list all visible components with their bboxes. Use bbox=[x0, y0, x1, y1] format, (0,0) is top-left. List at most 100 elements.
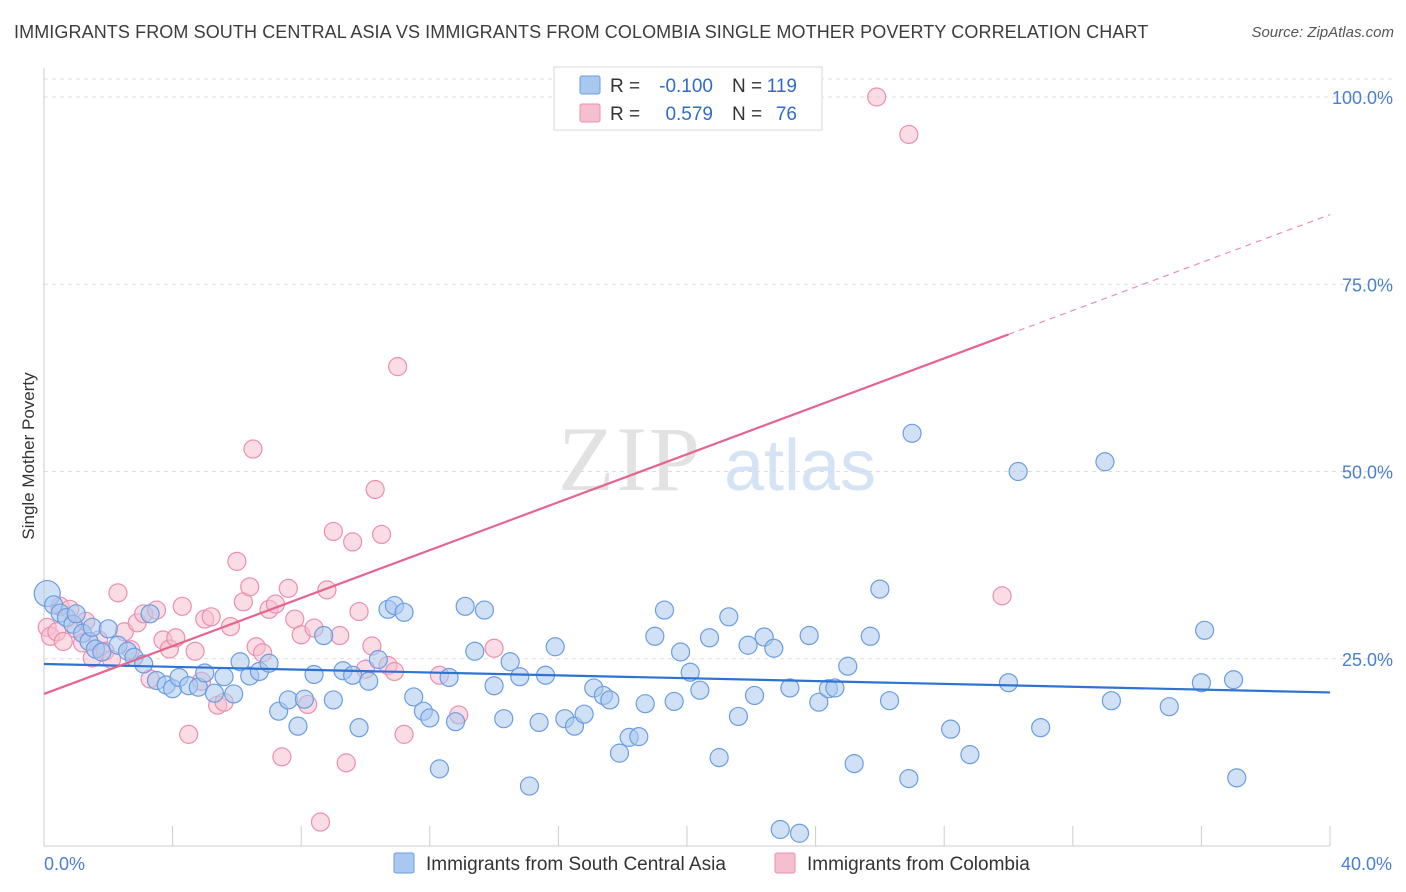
south-central-asia-point-41 bbox=[359, 671, 379, 691]
south-central-asia-point-110 bbox=[1195, 620, 1215, 640]
legend-n-label-2: N = bbox=[732, 104, 762, 125]
south-central-asia-point-52 bbox=[455, 596, 475, 616]
south-central-asia-point-42 bbox=[368, 649, 388, 670]
south-central-asia-point-50 bbox=[439, 667, 459, 688]
colombia-point-24 bbox=[179, 724, 199, 744]
south-central-asia-point-59 bbox=[519, 776, 540, 796]
south-central-asia-point-51 bbox=[445, 712, 466, 732]
colombia-point-67 bbox=[992, 586, 1012, 606]
colombia-point-60 bbox=[394, 724, 414, 744]
south-central-asia-point-84 bbox=[744, 685, 765, 706]
south-central-asia-point-49 bbox=[429, 759, 450, 779]
south-central-asia-point-72 bbox=[635, 694, 655, 714]
south-central-asia-point-8 bbox=[92, 642, 112, 662]
south-central-asia-point-30 bbox=[259, 653, 279, 673]
x-minor-ticks bbox=[43, 826, 1331, 846]
south-central-asia-point-71 bbox=[629, 727, 649, 747]
south-central-asia-point-16 bbox=[140, 604, 160, 624]
south-central-asia-point-98 bbox=[879, 691, 900, 711]
x-tick-label-min: 0.0% bbox=[44, 854, 85, 874]
colombia-point-65 bbox=[867, 87, 887, 107]
south-central-asia-point-54 bbox=[474, 600, 495, 620]
south-central-asia-point-74 bbox=[654, 600, 675, 620]
south-central-asia-point-25 bbox=[214, 667, 234, 687]
south-central-asia-point-68 bbox=[600, 690, 620, 710]
series-swatch-blue bbox=[393, 852, 415, 874]
south-central-asia-point-96 bbox=[860, 626, 880, 646]
y-tick-label-25: 25.0% bbox=[1342, 650, 1393, 670]
south-central-asia-point-87 bbox=[770, 819, 790, 840]
colombia-point-46 bbox=[310, 812, 331, 832]
colombia-point-36 bbox=[243, 439, 263, 459]
south-central-asia-point-86 bbox=[764, 638, 784, 658]
trend-lines bbox=[43, 214, 1331, 695]
colombia-point-28 bbox=[201, 607, 221, 627]
south-central-asia-point-88 bbox=[780, 678, 800, 698]
colombia-point-41 bbox=[278, 578, 298, 598]
south-central-asia-point-100 bbox=[902, 423, 922, 443]
south-central-asia-point-102 bbox=[960, 745, 980, 765]
south-central-asia-point-35 bbox=[304, 664, 324, 685]
south-central-asia-point-106 bbox=[1095, 452, 1115, 472]
colombia-point-40 bbox=[272, 747, 292, 767]
south-central-asia-point-77 bbox=[680, 662, 700, 682]
south-central-asia-point-103 bbox=[998, 673, 1019, 693]
trend-line-colombia bbox=[43, 333, 1009, 695]
south-central-asia-point-24 bbox=[204, 683, 224, 703]
south-central-asia-point-39 bbox=[343, 665, 363, 685]
colombia-point-23 bbox=[172, 596, 192, 616]
colombia-point-32 bbox=[227, 551, 247, 571]
colombia-point-50 bbox=[336, 753, 356, 773]
south-central-asia-point-101 bbox=[941, 719, 961, 739]
chart-source: Source: ZipAtlas.com bbox=[1251, 24, 1394, 41]
south-central-asia-point-111 bbox=[1223, 670, 1244, 690]
south-central-asia-point-93 bbox=[825, 678, 845, 698]
trend-line-south-central-asia bbox=[43, 662, 1331, 694]
y-tick-label-100: 100.0% bbox=[1332, 88, 1393, 108]
south-central-asia-point-62 bbox=[545, 637, 565, 657]
south-central-asia-point-10 bbox=[82, 617, 102, 637]
south-central-asia-point-9 bbox=[66, 604, 86, 624]
y-axis-label: Single Mother Poverty bbox=[19, 372, 38, 540]
colombia-point-13 bbox=[108, 583, 128, 603]
chart-title: IMMIGRANTS FROM SOUTH CENTRAL ASIA VS IM… bbox=[14, 22, 1149, 42]
colombia-point-52 bbox=[349, 601, 369, 622]
y-tick-label-75: 75.0% bbox=[1342, 275, 1393, 295]
south-central-asia-point-57 bbox=[500, 652, 520, 672]
south-central-asia-point-33 bbox=[288, 716, 308, 736]
legend-n-label-1: N = bbox=[732, 76, 762, 97]
south-central-asia-point-40 bbox=[349, 718, 369, 738]
south-central-asia-point-37 bbox=[323, 690, 343, 710]
colombia-point-47 bbox=[317, 580, 337, 600]
legend-swatch-pink bbox=[579, 103, 601, 123]
south-central-asia-point-82 bbox=[728, 706, 749, 727]
y-tick-label-50: 50.0% bbox=[1342, 463, 1393, 483]
colombia-point-49 bbox=[330, 625, 350, 646]
south-central-asia-point-109 bbox=[1191, 673, 1212, 693]
colombia-point-25 bbox=[185, 641, 205, 661]
south-central-asia-point-107 bbox=[1101, 691, 1121, 711]
colombia-point-51 bbox=[343, 532, 363, 552]
south-central-asia-point-32 bbox=[278, 690, 298, 710]
south-central-asia-point-78 bbox=[690, 680, 710, 700]
south-central-asia-point-69 bbox=[609, 743, 630, 763]
south-central-asia-point-112 bbox=[1227, 768, 1247, 788]
south-central-asia-point-36 bbox=[314, 625, 334, 646]
south-central-asia-point-81 bbox=[719, 607, 739, 627]
south-central-asia-point-108 bbox=[1159, 697, 1179, 717]
colombia-point-55 bbox=[365, 479, 385, 500]
legend-n-value-2: 76 bbox=[776, 104, 797, 125]
south-central-asia-point-94 bbox=[838, 656, 858, 676]
trend-line-colombia-extension bbox=[1008, 214, 1331, 335]
south-central-asia-point-99 bbox=[899, 768, 919, 789]
south-central-asia-point-83 bbox=[738, 635, 758, 655]
south-central-asia-point-76 bbox=[670, 642, 691, 662]
south-central-asia-point-48 bbox=[420, 708, 440, 728]
south-central-asia-point-46 bbox=[404, 687, 424, 707]
colombia-point-4 bbox=[53, 631, 73, 652]
south-central-asia-point-73 bbox=[645, 626, 665, 646]
south-central-asia-point-65 bbox=[574, 704, 594, 724]
colombia-point-56 bbox=[371, 524, 392, 545]
south-central-asia-point-89 bbox=[789, 823, 810, 843]
